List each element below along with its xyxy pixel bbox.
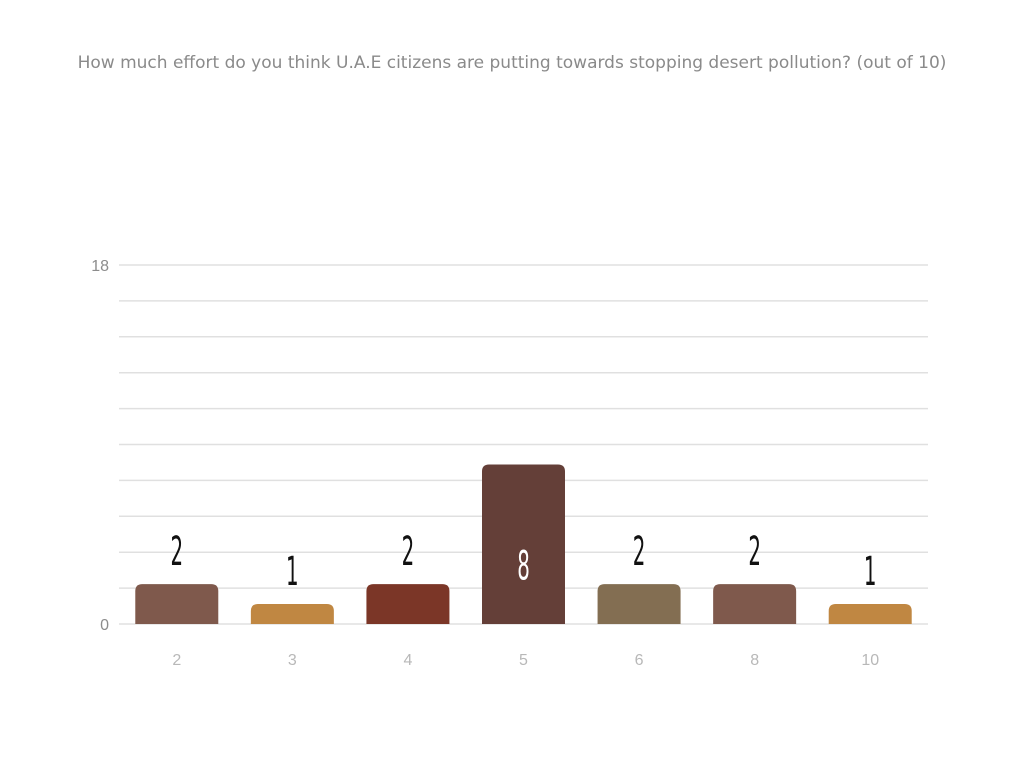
bar [828,604,912,624]
data-label: 8 [517,542,530,589]
data-label: 2 [170,528,183,575]
x-tick-label: 5 [519,652,528,669]
data-label: 2 [633,528,646,575]
chart-title: How much effort do you think U.A.E citiz… [77,53,947,73]
bar [597,584,681,624]
bars: 2 1 2 8 2 2 1 [135,464,912,624]
bar [366,584,450,624]
x-tick-label: 6 [635,652,644,669]
x-axis: 2 3 4 5 6 8 10 [172,652,879,669]
y-tick-label: 0 [100,617,109,634]
x-tick-label: 4 [403,652,412,669]
data-label: 2 [402,528,415,575]
y-tick-label: 18 [91,258,109,275]
x-tick-label: 10 [861,652,879,669]
data-label: 1 [864,548,877,595]
bar [482,464,565,624]
data-label: 2 [748,528,761,575]
data-label: 1 [286,548,299,595]
bar [135,584,219,624]
bar [250,604,334,624]
x-tick-label: 2 [172,652,181,669]
y-axis: 0 18 [91,258,109,634]
x-tick-label: 3 [288,652,297,669]
x-tick-label: 8 [750,652,759,669]
bar [713,584,797,624]
